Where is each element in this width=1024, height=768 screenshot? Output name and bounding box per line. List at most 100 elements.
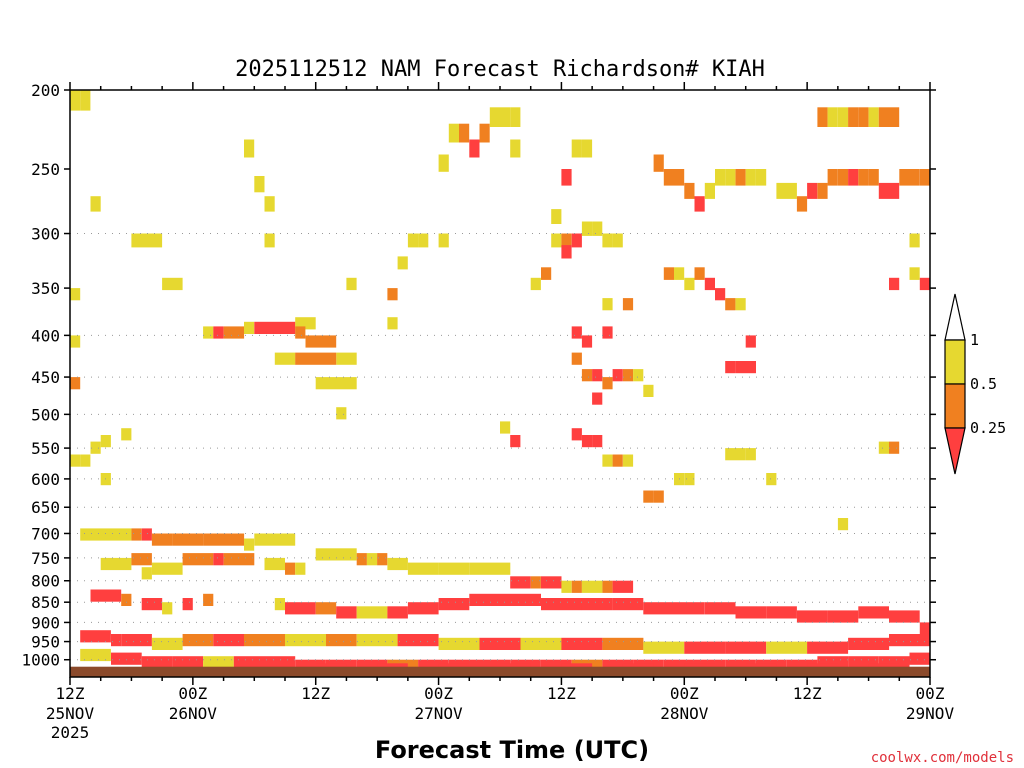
ri-cell <box>909 169 920 186</box>
ri-cell <box>418 233 429 248</box>
ri-cell <box>233 656 265 669</box>
y-tick-label: 700 <box>31 524 60 543</box>
ri-cell <box>622 454 634 467</box>
ri-cell <box>807 182 818 199</box>
ri-cell <box>285 562 296 575</box>
ri-cell <box>643 490 654 503</box>
ri-cell <box>151 533 173 546</box>
legend-swatch-yellow <box>944 339 966 385</box>
ri-cell <box>643 641 685 654</box>
ri-cell <box>612 454 623 467</box>
ri-cell <box>80 648 111 662</box>
x-tick-label: 00Z <box>178 684 207 703</box>
legend-label-025: 0.25 <box>970 419 1006 437</box>
ri-cell <box>551 233 562 248</box>
ri-cell <box>592 392 603 405</box>
ri-cell <box>90 589 122 602</box>
ri-cell <box>80 528 132 541</box>
x-tick-date: 28NOV <box>660 704 709 723</box>
x-tick-label: 00Z <box>916 684 945 703</box>
ri-cell <box>315 602 337 615</box>
ri-cell <box>745 169 756 186</box>
ri-cell <box>264 233 275 248</box>
ground-band <box>70 666 930 677</box>
ri-cell <box>909 233 920 248</box>
ri-cell <box>581 335 593 348</box>
ri-cell <box>80 90 91 111</box>
ri-cell <box>213 634 244 647</box>
ri-cell <box>448 123 459 143</box>
ri-cell <box>735 606 767 619</box>
ri-cell <box>571 326 582 339</box>
y-tick-label: 450 <box>31 368 60 387</box>
ri-cell <box>551 209 562 224</box>
x-tick-label: 12Z <box>547 684 576 703</box>
ri-cell <box>203 656 234 669</box>
ri-cell <box>203 593 214 606</box>
ri-cell <box>162 602 173 615</box>
ri-cell <box>407 562 439 575</box>
ri-cell <box>889 107 900 127</box>
ri-cell <box>848 637 890 650</box>
ri-cell <box>182 598 193 611</box>
ri-cell <box>387 317 398 330</box>
ri-cell <box>612 369 623 382</box>
ri-cell <box>121 634 152 647</box>
x-tick-year: 2025 <box>51 723 90 742</box>
x-tick-label: 00Z <box>670 684 699 703</box>
ri-cell <box>70 90 81 111</box>
credit-link[interactable]: coolwx.com/models <box>871 750 1014 766</box>
ri-cell <box>837 169 849 186</box>
ri-cell <box>80 454 91 467</box>
ri-cell <box>100 557 132 571</box>
ri-cell <box>796 196 808 212</box>
ri-cell <box>561 233 572 248</box>
ri-cell <box>602 298 613 311</box>
ri-cell <box>254 321 296 334</box>
ri-cell <box>500 107 511 127</box>
ri-cell <box>387 606 408 619</box>
x-tick-label: 12Z <box>793 684 822 703</box>
ri-cell <box>643 384 654 397</box>
ri-cell <box>397 256 408 270</box>
ri-cell <box>151 637 183 650</box>
ri-cell <box>295 326 306 339</box>
ri-cell <box>244 634 285 647</box>
x-tick-date: 27NOV <box>414 704 463 723</box>
ri-cell <box>387 557 408 571</box>
ri-cell <box>817 182 828 199</box>
ri-cell <box>111 652 142 665</box>
ri-cell <box>561 637 603 650</box>
ri-cell <box>766 606 797 619</box>
ri-cell <box>592 435 603 448</box>
ri-cell <box>244 321 255 334</box>
ri-cell <box>90 441 101 454</box>
ri-cell <box>602 377 613 390</box>
ri-cell <box>725 298 736 311</box>
ri-cell <box>244 139 255 158</box>
y-tick-label: 250 <box>31 160 60 179</box>
ri-cell <box>653 154 664 172</box>
ri-cell <box>397 634 439 647</box>
ri-cell <box>581 221 593 236</box>
ri-cell <box>203 533 245 546</box>
ri-cell <box>438 154 449 172</box>
ri-cell <box>653 490 664 503</box>
ri-cell <box>561 245 572 259</box>
ri-cell <box>500 421 511 434</box>
ri-cell <box>500 593 541 606</box>
ri-cell <box>704 277 715 291</box>
ri-cell <box>182 634 214 647</box>
y-axis: 200 250 300 350 400 450 500 550 600 650 700 750 800 8… <box>21 81 936 670</box>
ri-cell <box>602 637 644 650</box>
ri-cell <box>889 277 900 291</box>
ri-cell <box>571 233 582 248</box>
ri-cell <box>121 593 132 606</box>
ri-cell <box>776 182 797 199</box>
ri-cell <box>663 169 674 186</box>
y-tick-label: 350 <box>31 279 60 298</box>
ri-cell <box>203 326 214 339</box>
ri-cell <box>878 107 889 127</box>
ri-cell <box>295 317 316 330</box>
ri-cell <box>592 221 603 236</box>
